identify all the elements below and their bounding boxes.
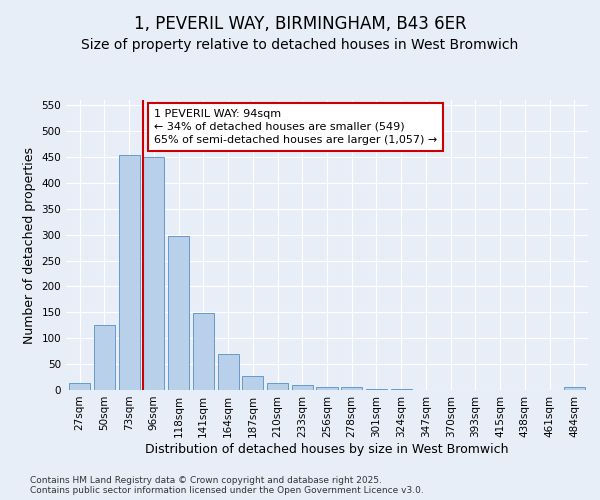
Text: Contains HM Land Registry data © Crown copyright and database right 2025.
Contai: Contains HM Land Registry data © Crown c… bbox=[30, 476, 424, 495]
Bar bbox=[94, 325, 115, 390]
Bar bbox=[292, 386, 313, 390]
Text: 1, PEVERIL WAY, BIRMINGHAM, B43 6ER: 1, PEVERIL WAY, BIRMINGHAM, B43 6ER bbox=[134, 15, 466, 33]
Bar bbox=[168, 236, 189, 390]
Bar bbox=[218, 354, 239, 390]
Bar bbox=[143, 158, 164, 390]
Bar bbox=[193, 314, 214, 390]
Bar bbox=[366, 389, 387, 390]
Bar bbox=[316, 387, 338, 390]
Bar bbox=[341, 388, 362, 390]
Text: Size of property relative to detached houses in West Bromwich: Size of property relative to detached ho… bbox=[82, 38, 518, 52]
Bar bbox=[119, 155, 140, 390]
Bar bbox=[242, 376, 263, 390]
X-axis label: Distribution of detached houses by size in West Bromwich: Distribution of detached houses by size … bbox=[145, 442, 509, 456]
Bar bbox=[267, 384, 288, 390]
Text: 1 PEVERIL WAY: 94sqm
← 34% of detached houses are smaller (549)
65% of semi-deta: 1 PEVERIL WAY: 94sqm ← 34% of detached h… bbox=[154, 108, 437, 145]
Y-axis label: Number of detached properties: Number of detached properties bbox=[23, 146, 36, 344]
Bar bbox=[564, 388, 585, 390]
Bar bbox=[69, 384, 90, 390]
